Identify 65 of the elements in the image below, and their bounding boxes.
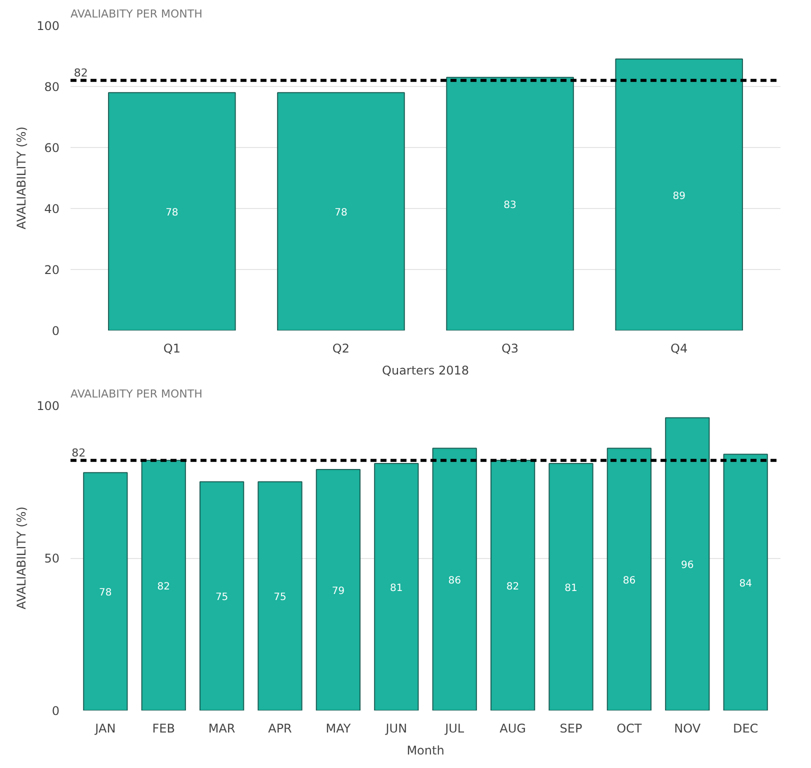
data-label: 81 (390, 582, 403, 594)
x-tick-label: JUN (384, 722, 408, 736)
bar (490, 460, 536, 710)
chart-title: AVALIABITY PER MONTH (70, 388, 202, 400)
bar (258, 481, 302, 710)
x-tick-label: Q1 (163, 342, 180, 356)
y-tick-label: 50 (44, 552, 60, 566)
y-tick-label: 40 (44, 202, 60, 216)
y-tick-label: 100 (36, 19, 60, 33)
x-tick-label: Q4 (670, 342, 688, 356)
data-label: 84 (739, 578, 752, 590)
y-tick-label: 20 (44, 263, 60, 277)
x-tick-label: DEC (732, 722, 758, 736)
bar (199, 481, 244, 710)
data-label: 79 (332, 586, 345, 598)
data-label: 78 (99, 588, 112, 599)
y-axis-title: AVALIABILITY (%) (14, 506, 29, 610)
bar (316, 469, 361, 710)
data-label: 75 (215, 592, 228, 604)
y-tick-label: 100 (36, 399, 60, 413)
bar (108, 92, 236, 330)
data-label: 86 (448, 575, 461, 586)
x-tick-label: SEP (560, 722, 582, 736)
ref-line-label: 82 (72, 446, 86, 460)
y-tick-label: 0 (52, 704, 60, 718)
y-tick-label: 0 (52, 324, 60, 338)
x-tick-label: MAR (208, 722, 236, 736)
bar (548, 462, 594, 710)
data-label: 89 (672, 190, 686, 202)
bar (432, 448, 477, 710)
data-label: 78 (334, 208, 348, 219)
bar (83, 472, 128, 710)
bar (446, 76, 574, 330)
y-axis-title: AVALIABILITY (%) (14, 126, 29, 230)
x-axis-title: Quarters 2018 (382, 364, 469, 378)
bar (723, 454, 768, 710)
bar (141, 460, 186, 710)
bar (277, 92, 405, 330)
bar (615, 58, 743, 330)
data-label: 82 (506, 581, 520, 592)
x-tick-label: FEB (152, 722, 175, 736)
x-tick-label: JAN (94, 722, 116, 736)
x-tick-label: JUL (444, 722, 464, 736)
x-axis-title: Month (406, 744, 444, 758)
chart-title: AVALIABITY PER MONTH (70, 8, 202, 20)
data-label: 86 (622, 575, 636, 586)
x-tick-label: NOV (674, 722, 702, 736)
y-tick-label: 80 (44, 80, 60, 94)
y-tick-label: 60 (44, 141, 60, 155)
bar (374, 462, 419, 710)
data-label: 96 (681, 560, 694, 572)
data-label: 81 (564, 582, 578, 594)
bar (665, 417, 710, 710)
x-tick-label: MAY (326, 722, 352, 736)
x-tick-label: OCT (616, 722, 642, 736)
bar (606, 448, 652, 710)
x-tick-label: Q2 (332, 342, 350, 356)
ref-line-label: 82 (74, 66, 88, 80)
data-label: 75 (274, 592, 286, 604)
x-tick-label: Q3 (501, 342, 519, 356)
x-tick-label: APR (268, 722, 292, 736)
x-tick-label: AUG (500, 722, 526, 736)
data-label: 78 (166, 208, 178, 219)
data-label: 82 (157, 581, 170, 592)
data-label: 83 (504, 200, 516, 211)
